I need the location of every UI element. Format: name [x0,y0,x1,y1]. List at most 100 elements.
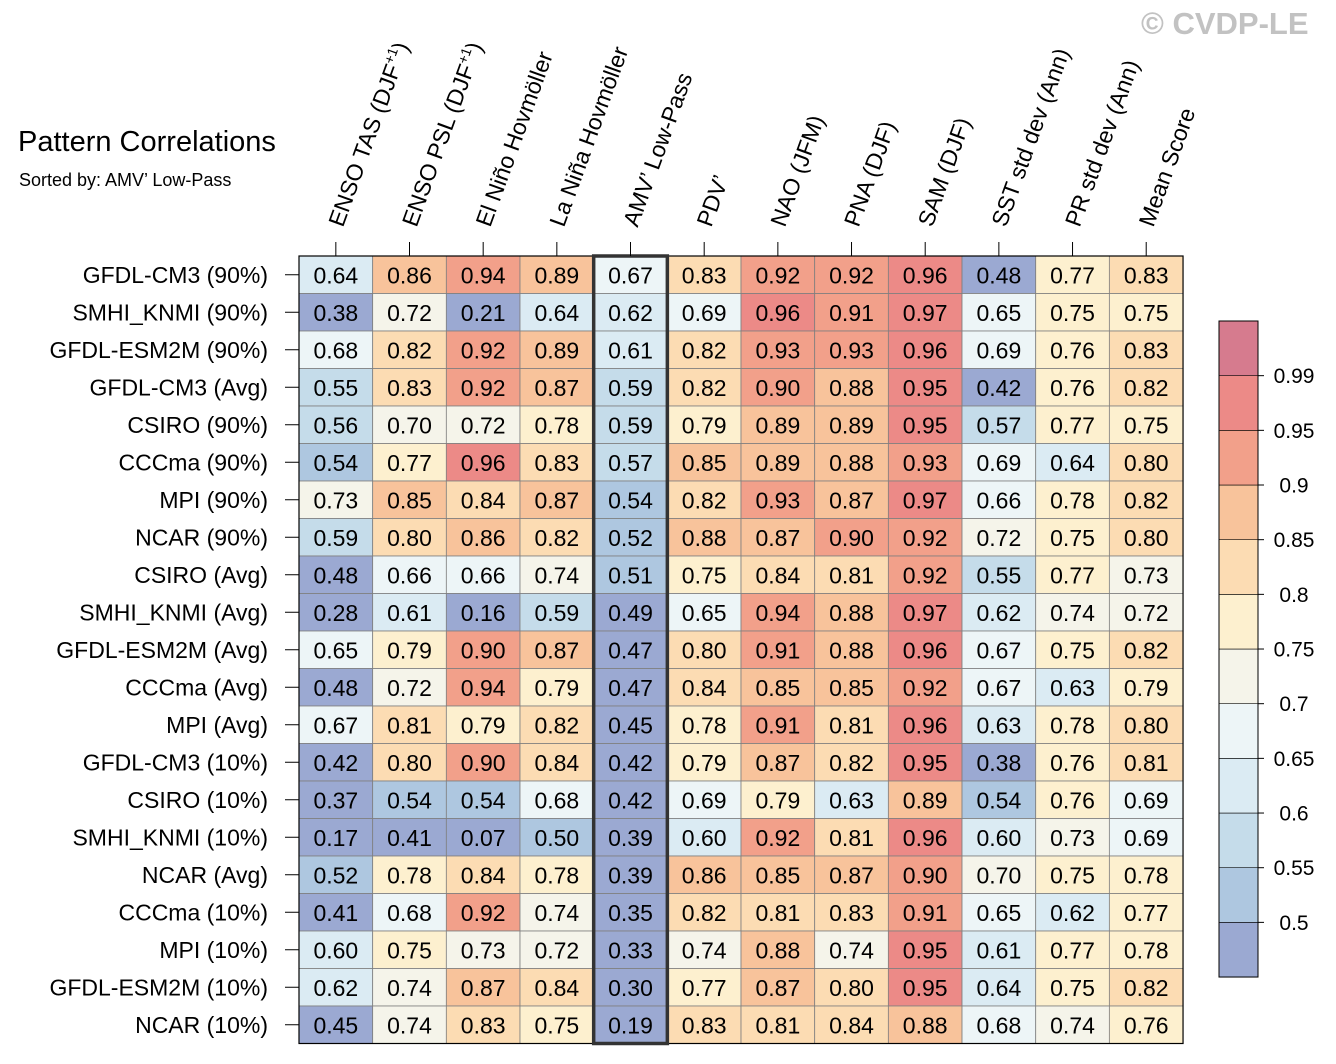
cell-value-label: 0.79 [461,712,506,738]
heatmap-cell [298,705,374,744]
heatmap-cell [961,405,1037,444]
cell-value-label: 0.38 [313,300,358,326]
cell-value-label: 0.78 [387,862,432,888]
column-label: PR std dev (Ann) [1060,56,1144,229]
heatmap-cell [1035,405,1110,444]
cell-value-label: 0.61 [976,937,1021,963]
heatmap-cell [1035,818,1110,857]
cell-value-label: 0.85 [755,862,800,888]
cell-value-label: 0.90 [829,525,874,551]
cell-value-label: 0.79 [387,637,432,663]
heatmap-cell [298,818,374,857]
heatmap-cell [666,630,742,669]
heatmap-cell [740,293,816,332]
cell-value-label: 0.79 [682,412,727,438]
cell-value-label: 0.74 [387,1012,432,1038]
heatmap-cell [1035,968,1110,1007]
cell-value-label: 0.92 [829,262,874,288]
heatmap-cell [519,780,595,819]
cell-value-label: 0.54 [976,787,1021,813]
cell-value-label: 0.96 [755,300,800,326]
cell-value-label: 0.80 [1124,712,1169,738]
cell-value-label: 0.67 [313,712,358,738]
heatmap-cell [666,330,742,369]
cell-value-label: 0.70 [976,862,1021,888]
heatmap-cell [372,1005,447,1044]
heatmap-cell [372,855,447,894]
heatmap-cell [1035,593,1110,632]
heatmap-cell [593,705,668,744]
cell-value-label: 0.92 [461,375,506,401]
cell-value-label: 0.67 [976,675,1021,701]
cell-value-label: 0.83 [1124,262,1169,288]
cell-value-label: 0.92 [755,262,800,288]
column-label: Mean Score [1133,104,1200,229]
heatmap-cell [961,480,1037,519]
cell-value-label: 0.69 [1124,825,1169,851]
cell-value-label: 0.41 [313,900,358,926]
cell-value-label: 0.69 [682,300,727,326]
cell-value-label: 0.85 [387,487,432,513]
cell-value-label: 0.93 [755,337,800,363]
heatmap-cell [1035,480,1110,519]
cell-value-label: 0.81 [387,712,432,738]
column-label: PDV’ [691,172,733,230]
heatmap-cell [814,593,889,632]
row-label: MPI (90%) [159,487,268,513]
heatmap-cell [519,743,595,782]
cell-value-label: 0.88 [829,450,874,476]
cell-value-label: 0.78 [1124,862,1169,888]
heatmap-cell [519,405,595,444]
cell-value-label: 0.60 [976,825,1021,851]
cell-value-label: 0.79 [682,750,727,776]
heatmap-cell [1108,855,1184,894]
cell-value-label: 0.96 [903,337,948,363]
cell-value-label: 0.69 [976,450,1021,476]
row-label: CCCma (Avg) [125,674,268,700]
cell-value-label: 0.83 [1124,337,1169,363]
heatmap-cell [593,780,668,819]
heatmap-cell [298,930,374,969]
heatmap-cell [740,368,816,407]
heatmap-cell [887,293,963,332]
cell-value-label: 0.83 [829,900,874,926]
column-label: NAO (JFM) [765,112,829,230]
cell-value-label: 0.45 [313,1012,358,1038]
cell-value-label: 0.38 [976,750,1021,776]
heatmap-cell [666,1005,742,1044]
cell-value-label: 0.64 [1050,450,1095,476]
row-label: CSIRO (10%) [127,787,268,813]
heatmap-cell [1108,893,1184,932]
cell-value-label: 0.45 [608,712,653,738]
heatmap-cell [445,855,521,894]
heatmap-cell [1035,743,1110,782]
heatmap-cell [1035,930,1110,969]
heatmap-cell [1108,555,1184,594]
cell-value-label: 0.88 [682,525,727,551]
heatmap-cell [593,968,668,1007]
cell-value-label: 0.78 [682,712,727,738]
cell-value-label: 0.72 [534,937,579,963]
heatmap-cell [1035,293,1110,332]
heatmap-cell [666,443,742,482]
cell-value-label: 0.87 [534,487,579,513]
cell-value-label: 0.63 [976,712,1021,738]
cell-value-label: 0.92 [903,675,948,701]
heatmap-cell [593,293,668,332]
heatmap-cell [666,893,742,932]
row-label: NCAR (90%) [135,524,268,550]
cell-value-label: 0.54 [608,487,653,513]
cell-value-label: 0.63 [1050,675,1095,701]
heatmap-cell [1035,668,1110,707]
cell-value-label: 0.17 [313,825,358,851]
cell-value-label: 0.75 [1050,525,1095,551]
heatmap-cell [666,368,742,407]
cell-value-label: 0.73 [1050,825,1095,851]
heatmap-cell [814,555,889,594]
cell-value-label: 0.83 [682,262,727,288]
heatmap-cell [445,893,521,932]
heatmap-cell [814,930,889,969]
heatmap-cell [1035,518,1110,557]
row-labels: GFDL-CM3 (90%) SMHI_KNMI (90%) GFDL-ESM2M … [49,262,299,1038]
cell-value-label: 0.57 [976,412,1021,438]
